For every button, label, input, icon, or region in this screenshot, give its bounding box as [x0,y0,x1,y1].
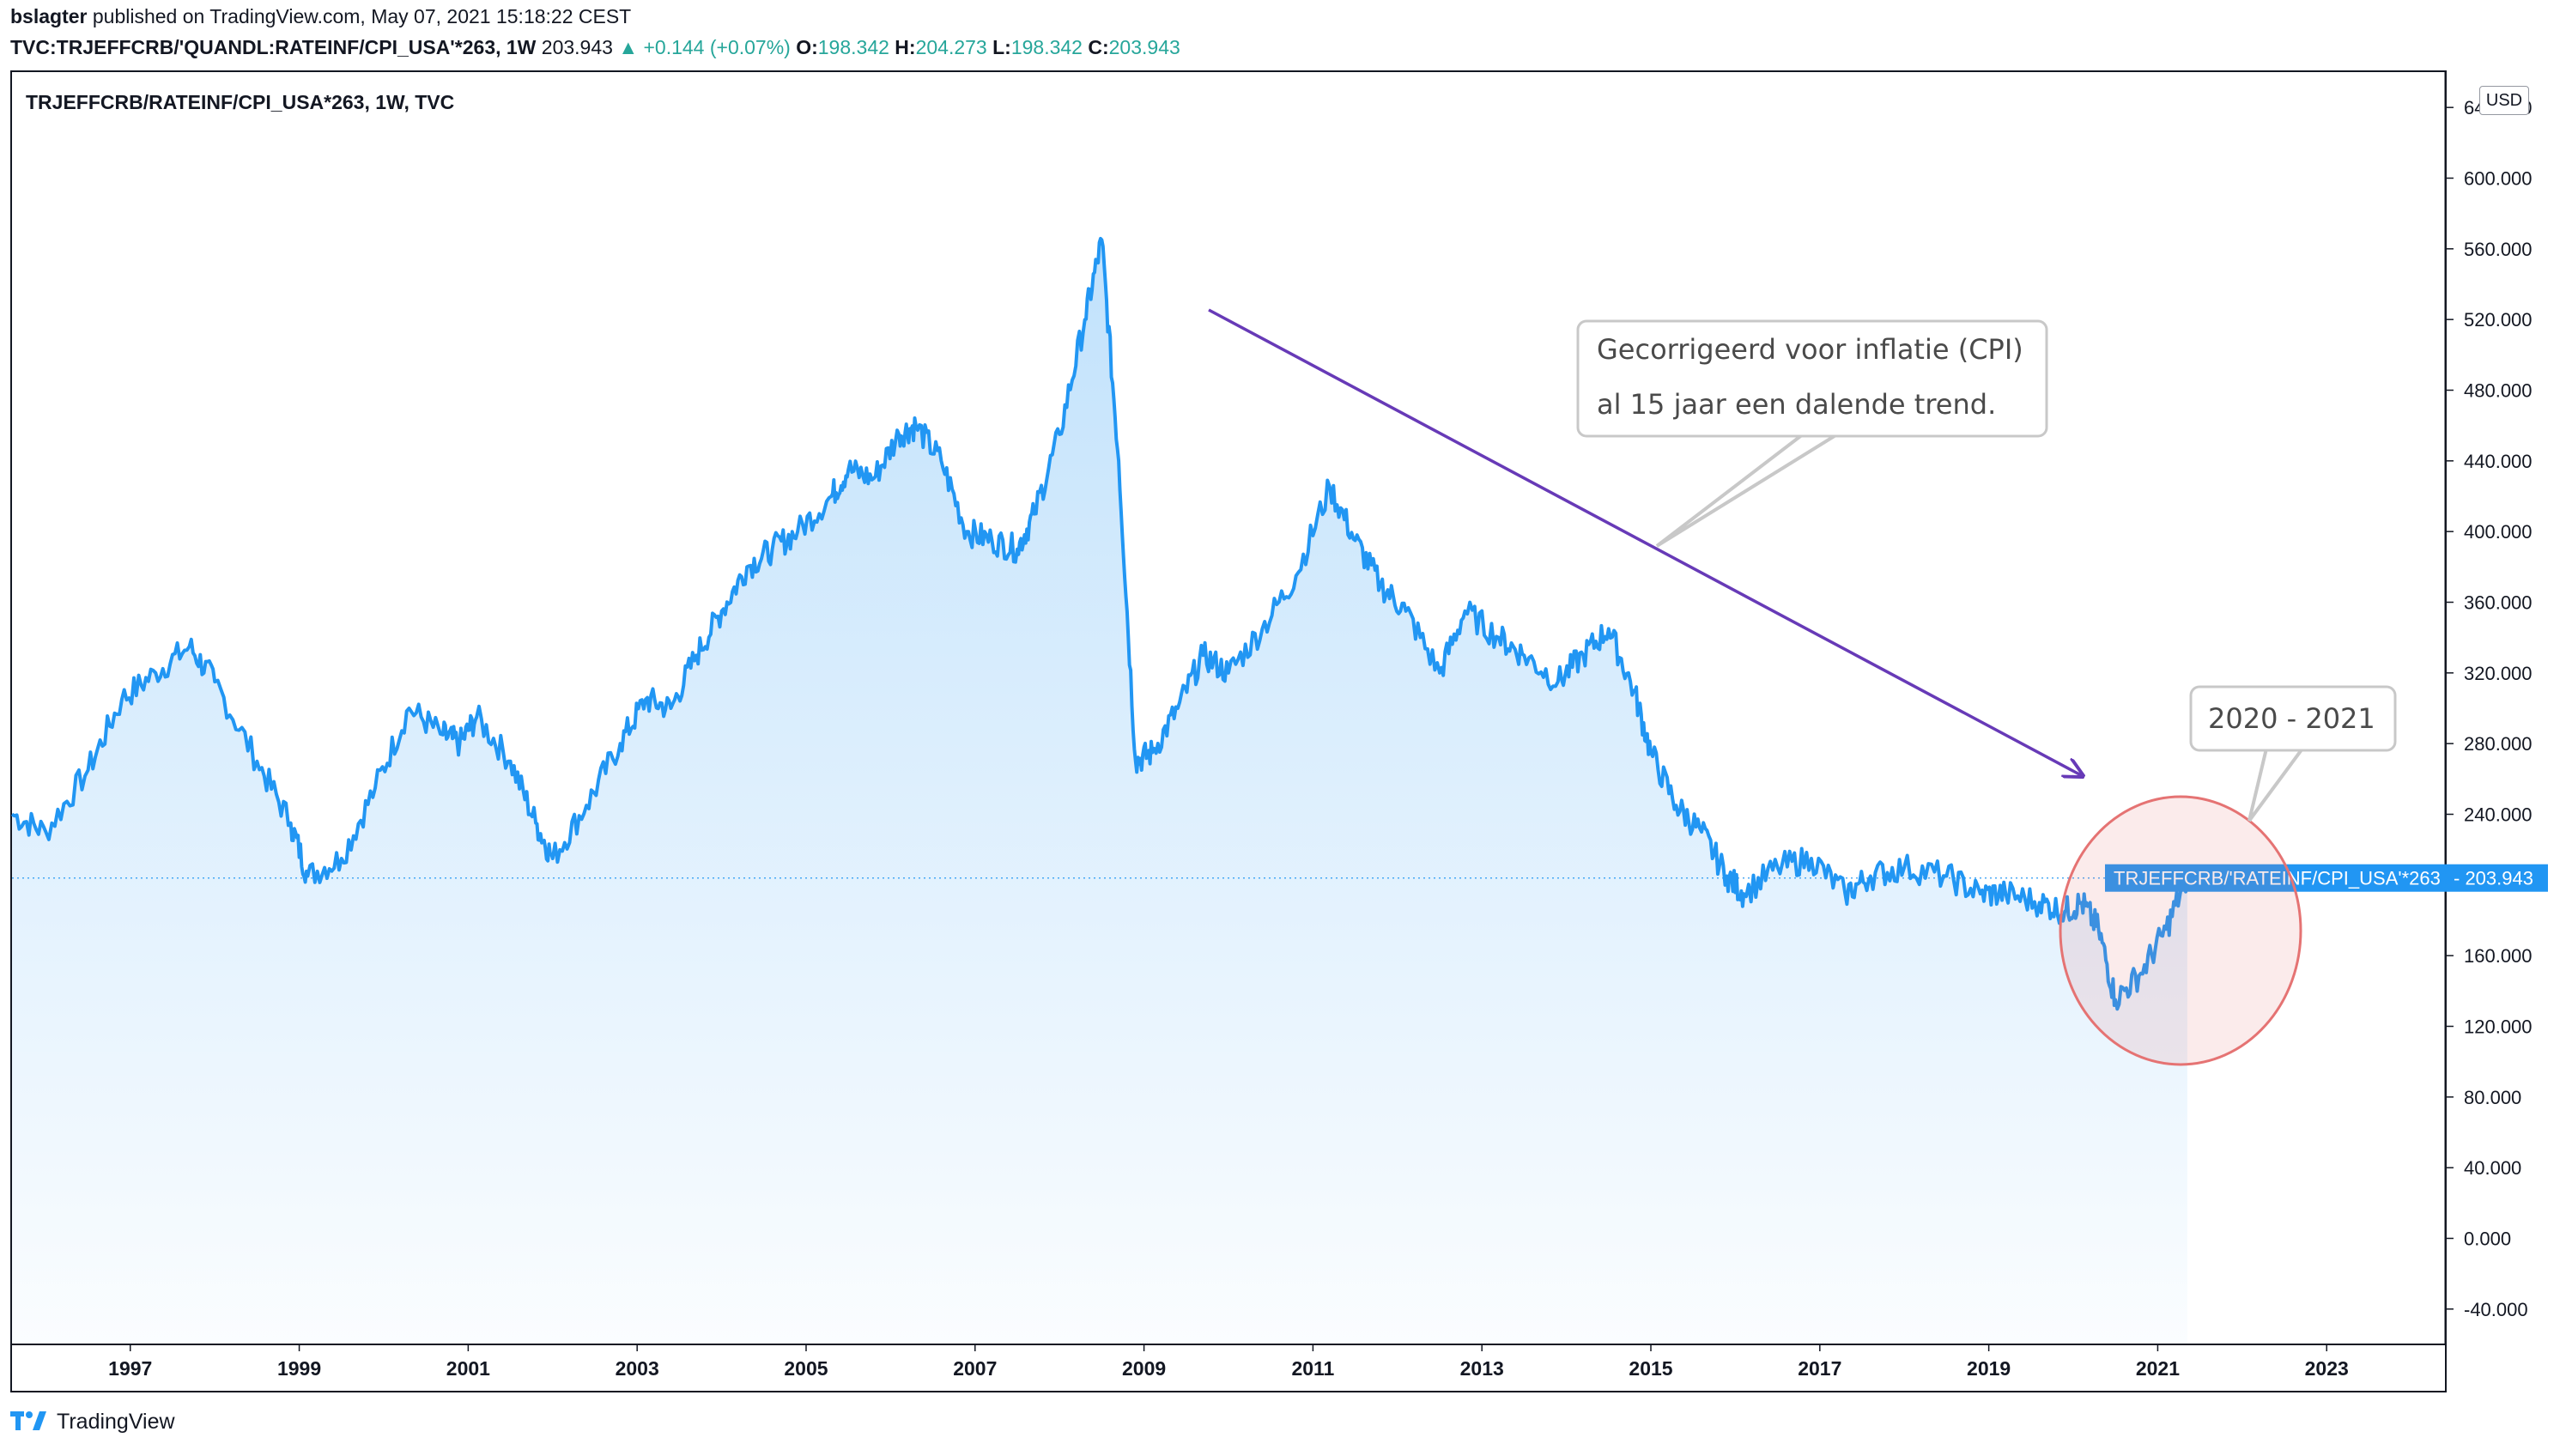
callout-period-text: 2020 - 2021 [2208,702,2375,735]
y-tick-label: 40.000 [2464,1157,2521,1179]
publisher-name[interactable]: bslagter [10,5,88,27]
x-tick-label: 2013 [1460,1357,1504,1380]
plot-area [10,236,2445,1344]
y-tick-label: -40.000 [2464,1299,2528,1320]
x-tick-label: 2017 [1798,1357,1841,1380]
ohlc-line: TVC:TRJEFFCRB/'QUANDL:RATEINF/CPI_USA'*2… [10,36,1180,59]
callout-pointer-trend [1655,433,1839,548]
x-tick-label: 2009 [1122,1357,1166,1380]
y-tick-label: 360.000 [2464,592,2533,614]
footer: TradingView [10,1408,175,1435]
x-tick-label: 2011 [1291,1357,1334,1380]
callout-box-trend [1576,319,2048,438]
x-tick-label: 2023 [2305,1357,2349,1380]
callout-pointer-period [2247,747,2304,822]
high-value: 204.273 [915,36,987,58]
callout-trend-line2: al 15 jaar een dalende trend. [1597,388,1996,421]
y-tick-label: 320.000 [2464,663,2533,684]
current-value-axis-box [2445,864,2548,892]
y-tick-label: 0.000 [2464,1228,2511,1250]
chart-frame [10,70,2447,1392]
open-label: O: [796,36,818,58]
y-axis: -40.000 0.000 40.000 80.000 120.000 160.000 24… [2444,72,2548,1344]
series-name-box [2105,864,2445,892]
y-tick-label: 400.000 [2464,521,2533,543]
y-tick-label: 480.000 [2464,380,2533,402]
open-value: 198.342 [817,36,889,58]
y-tick-label: 520.000 [2464,309,2533,331]
callout-trend-line1: Gecorrigeerd voor inflatie (CPI) [1597,333,2023,366]
x-tick-label: 2001 [446,1357,490,1380]
x-tick-label: 2007 [953,1357,997,1380]
y-tick-label: 440.000 [2464,451,2533,472]
x-tick-label: 2005 [784,1357,828,1380]
x-tick-label: 2003 [616,1357,659,1380]
x-tick-label: 2015 [1629,1357,1672,1380]
close-label: C: [1088,36,1109,58]
highlight-circle [2059,795,2302,1066]
chart-title: TRJEFFCRB/RATEINF/CPI_USA*263, 1W, TVC [26,91,455,113]
published-text: published on TradingView.com, May 07, 20… [92,5,632,27]
callout-box-period [2189,685,2397,752]
annotations: TRJEFFCRB/'RATEINF/CPI_USA'*263 Gecorrige… [1208,308,2445,1066]
currency-label[interactable]: USD [2479,86,2529,115]
y-tick-label: 560.000 [2464,239,2533,260]
x-axis: 1997 1999 2001 2003 2005 2007 2009 2011 2013 2015… [12,1344,2445,1380]
tradingview-brand[interactable]: TradingView [57,1409,175,1434]
x-tick-label: 2019 [1967,1357,2011,1380]
y-tick-label: 120.000 [2464,1016,2533,1038]
y-tick-label: 240.000 [2464,804,2533,826]
last-price: 203.943 [541,36,613,58]
x-tick-label: 1997 [108,1357,152,1380]
low-label: L: [992,36,1011,58]
high-label: H: [895,36,916,58]
y-tick-label: 80.000 [2464,1087,2521,1108]
x-tick-label: 2021 [2136,1357,2180,1380]
x-tick-label: 1999 [277,1357,321,1380]
series-line [10,236,2189,1011]
symbol-label[interactable]: TVC:TRJEFFCRB/'QUANDL:RATEINF/CPI_USA'*2… [10,36,537,58]
series-area-fill [12,238,2187,1344]
price-change: +0.144 (+0.07%) [643,36,791,58]
up-arrow-icon: ▲ [618,36,639,58]
y-tick-label: 280.000 [2464,733,2533,755]
y-tick-label: 160.000 [2464,945,2533,967]
current-value-axis-label: - 203.943 [2454,868,2533,889]
publisher-line: bslagter published on TradingView.com, M… [10,5,631,28]
trend-arrow [1208,308,2083,776]
tradingview-logo-icon[interactable] [10,1408,48,1435]
series-name-label: TRJEFFCRB/'RATEINF/CPI_USA'*263 [2114,868,2441,889]
low-value: 198.342 [1010,36,1083,58]
y-tick-label: 600.000 [2464,168,2533,190]
close-value: 203.943 [1108,36,1180,58]
